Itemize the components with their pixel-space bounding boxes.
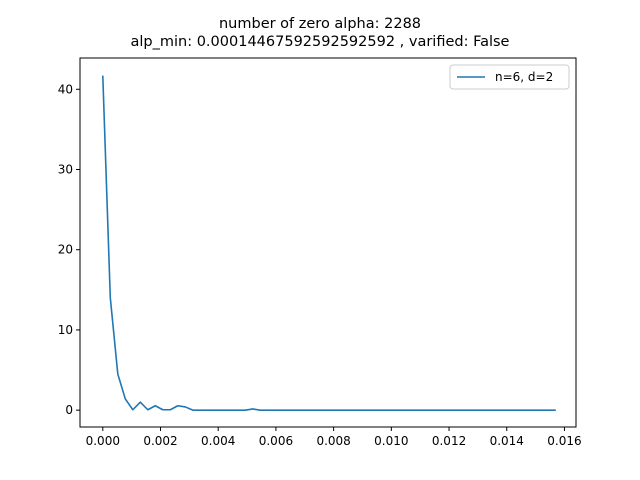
legend-box	[449, 64, 570, 90]
y-tick-label: 30	[58, 163, 73, 177]
y-tick-label: 20	[58, 243, 73, 257]
series-line	[101, 75, 556, 411]
axes-border	[79, 57, 577, 428]
y-tick-label: 10	[58, 323, 73, 337]
x-tick-label: 0.004	[201, 434, 235, 448]
legend-label: n=6, d=2	[495, 70, 553, 84]
x-tick-label: 0.002	[143, 434, 177, 448]
y-tick-label: 0	[65, 403, 73, 417]
x-tick-label: 0.014	[490, 434, 524, 448]
x-tick-label: 0.012	[432, 434, 466, 448]
plot-area	[101, 75, 556, 411]
chart-title-line-1: number of zero alpha: 2288	[218, 16, 422, 32]
y-axis: 0 10 20 30 40	[58, 82, 80, 417]
x-tick-label: 0.008	[316, 434, 350, 448]
y-tick-label: 40	[58, 82, 73, 96]
chart-title-line-2: alp_min: 0.00014467592592592592 , varifi…	[130, 34, 510, 50]
axes-frame	[79, 57, 577, 428]
x-tick-label: 0.000	[86, 434, 120, 448]
x-tick-label: 0.006	[259, 434, 293, 448]
x-tick-label: 0.016	[547, 434, 581, 448]
x-axis: 0.000 0.002 0.004 0.006 0.008 0.010 0.012 0.014…	[86, 427, 582, 448]
legend: n=6, d=2	[449, 64, 570, 90]
x-tick-label: 0.010	[374, 434, 408, 448]
